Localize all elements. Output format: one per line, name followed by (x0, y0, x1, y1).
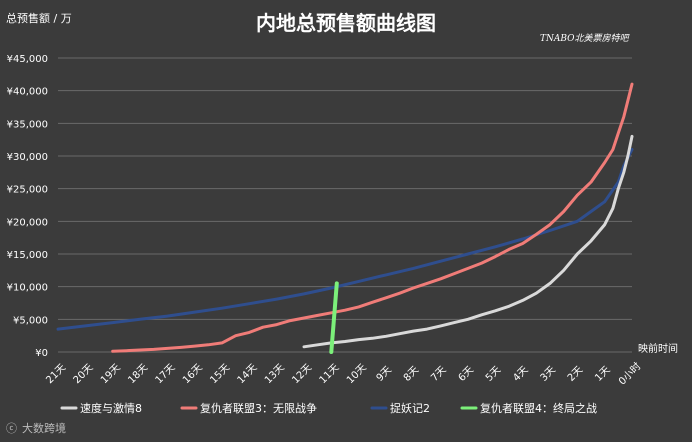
x-tick-label: 19天 (99, 362, 123, 386)
series-line (302, 134, 634, 349)
watermark: TNABO北美票房特吧 (540, 33, 631, 44)
x-tick-label: 0小时 (616, 360, 643, 387)
x-tick-label: 16天 (181, 362, 205, 386)
y-tick-label: ¥5,000 (13, 315, 48, 326)
legend: 速度与激情8 复仇者联盟3：无限战争 捉妖记2 复仇者联盟4：终局之战 (60, 401, 597, 415)
x-tick-label: 1天 (593, 365, 612, 384)
y-tick-label: ¥45,000 (7, 54, 48, 65)
logo-text: 大数跨境 (22, 421, 66, 435)
series-lines (56, 82, 634, 354)
x-tick-label: 14天 (236, 362, 260, 386)
y-tick-label: ¥25,000 (7, 185, 48, 196)
series-line (111, 82, 634, 353)
grid (58, 57, 632, 353)
x-tick-label: 9天 (375, 365, 394, 384)
x-tick-label: 17天 (154, 362, 178, 386)
series-line (56, 148, 634, 331)
x-axis-label: 映前时间 (638, 342, 678, 355)
x-tick-label: 7天 (429, 365, 448, 384)
y-tick-label: ¥10,000 (7, 283, 48, 294)
y-tick-label: ¥20,000 (7, 217, 48, 228)
x-tick-label: 10天 (345, 362, 369, 386)
legend-label: 复仇者联盟3：无限战争 (200, 401, 317, 415)
logo-mark: ⓒ (6, 422, 17, 435)
y-tick-label: ¥35,000 (7, 119, 48, 130)
y-axis-ticks: ¥0 ¥5,000 ¥10,000 ¥15,000 ¥20,000 ¥25,000 ¥30,… (7, 54, 48, 359)
x-tick-label: 6天 (457, 365, 476, 384)
x-tick-label: 18天 (126, 362, 150, 386)
x-tick-label: 15天 (208, 362, 232, 386)
x-tick-label: 5天 (484, 365, 503, 384)
x-tick-label: 21天 (44, 362, 68, 386)
x-tick-label: 11天 (318, 362, 342, 386)
legend-label: 速度与激情8 (80, 401, 142, 415)
y-tick-label: ¥30,000 (7, 152, 48, 163)
y-tick-label: ¥40,000 (7, 87, 48, 98)
series-line (329, 281, 339, 354)
x-tick-label: 8天 (402, 365, 421, 384)
x-tick-label: 4天 (511, 365, 530, 384)
footer-logo: ⓒ 大数跨境 (6, 421, 66, 435)
legend-label: 复仇者联盟4：终局之战 (480, 401, 597, 415)
x-tick-label: 3天 (539, 365, 558, 384)
legend-label: 捉妖记2 (390, 401, 430, 415)
y-tick-label: ¥15,000 (7, 250, 48, 261)
x-tick-label: 13天 (263, 362, 287, 386)
y-tick-label: ¥0 (35, 348, 48, 359)
y-unit-label: 总预售额 / 万 (6, 11, 72, 25)
x-axis-ticks: 21天 20天 19天 18天 17天 16天 15天 14天 13天 12天 11天 10天 9天 8天… (44, 360, 643, 387)
x-tick-label: 2天 (566, 365, 585, 384)
x-tick-label: 12天 (290, 362, 314, 386)
chart-title: 内地总预售额曲线图 (256, 11, 436, 35)
x-tick-label: 20天 (72, 362, 96, 386)
